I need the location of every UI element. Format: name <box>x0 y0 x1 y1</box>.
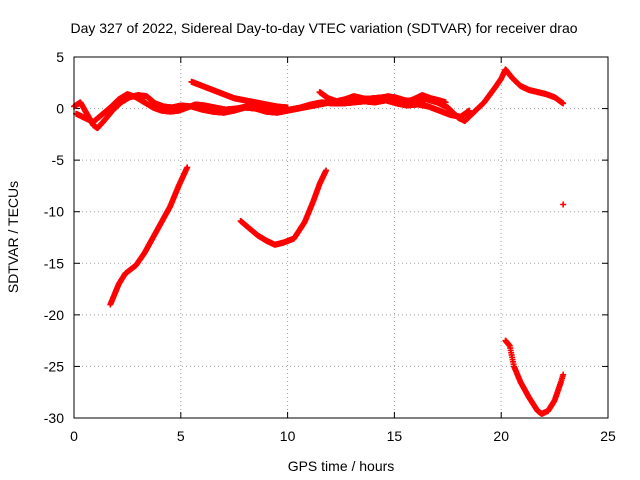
data-point <box>466 107 473 114</box>
y-tick-label: -20 <box>44 307 64 323</box>
series-arc-rise-1 <box>107 164 191 308</box>
x-tick-label: 5 <box>177 428 185 444</box>
series-arc-mid-upper <box>188 78 291 111</box>
data-point <box>560 100 567 107</box>
data-point <box>184 164 191 171</box>
x-tick-label: 15 <box>387 428 403 444</box>
axis-ticks: 0 5 10 15 20 25 5 0 -5 -10 -15 -20 -25 -30 <box>44 49 616 444</box>
data-point <box>442 99 449 106</box>
y-tick-label: -15 <box>44 255 64 271</box>
series-arc-near-zero-b <box>73 91 473 125</box>
plot-frame <box>73 56 609 419</box>
y-tick-label: -30 <box>44 410 64 426</box>
data-point <box>560 201 567 208</box>
y-tick-label: -5 <box>52 152 65 168</box>
x-tick-label: 20 <box>493 428 509 444</box>
y-axis-label: SDTVAR / TECUs <box>5 181 21 293</box>
data-point <box>323 167 330 174</box>
series-arc-dip-3 <box>502 337 567 417</box>
data-point <box>284 104 291 111</box>
y-tick-label: 0 <box>56 101 64 117</box>
series-arc-near-zero-a <box>71 66 567 132</box>
data-points <box>71 66 567 417</box>
x-tick-label: 10 <box>280 428 296 444</box>
data-point <box>560 371 567 378</box>
series-arc-mid-blob <box>316 89 449 106</box>
x-tick-label: 25 <box>600 428 616 444</box>
y-tick-label: -25 <box>44 358 64 374</box>
x-tick-label: 0 <box>70 428 78 444</box>
series-isolated <box>560 201 567 208</box>
y-tick-label: 5 <box>56 49 64 65</box>
chart-title: Day 327 of 2022, Sidereal Day-to-day VTE… <box>70 20 577 36</box>
series-arc-dip-2 <box>237 167 330 248</box>
x-axis-label: GPS time / hours <box>288 458 395 474</box>
y-tick-label: -10 <box>44 204 64 220</box>
